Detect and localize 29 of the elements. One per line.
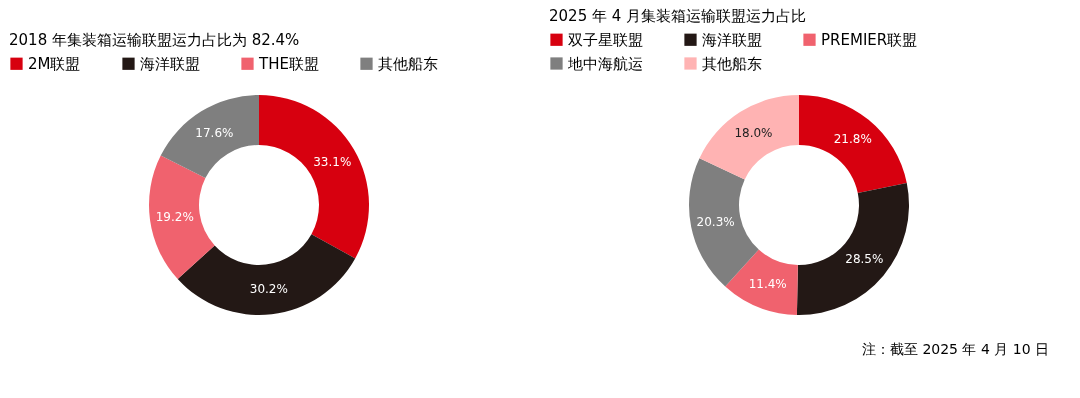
- legend-label: 双子星联盟: [568, 30, 643, 49]
- legend-label: 其他船东: [702, 54, 762, 73]
- donut-slice: [699, 95, 799, 180]
- legend-label: 海洋联盟: [140, 54, 200, 73]
- donut-slice: [259, 95, 369, 259]
- data-label: 21.8%: [833, 132, 872, 147]
- donut-slice: [160, 95, 259, 179]
- data-label: 18.0%: [734, 126, 773, 141]
- data-label: 33.1%: [313, 154, 352, 169]
- data-label: 28.5%: [845, 252, 884, 267]
- text: 注：截至 2025 年 4 月 10 日: [861, 341, 1049, 357]
- donut-slice: [177, 234, 356, 315]
- donut-slice: [799, 95, 907, 194]
- chart-title: 2025 年 4 月集装箱运输联盟运力占比: [549, 7, 807, 25]
- donut-slice: [725, 249, 798, 315]
- legend-label: 2M联盟: [28, 54, 81, 73]
- donut-slice: [149, 155, 215, 280]
- data-label: 17.6%: [195, 125, 234, 140]
- chart-title: 2018 年集装箱运输联盟运力占比为 82.4%: [9, 31, 300, 49]
- data-label: 30.2%: [249, 282, 288, 297]
- legend-label: 其他船东: [378, 54, 438, 73]
- data-label: 20.3%: [696, 214, 735, 229]
- data-label: 11.4%: [748, 277, 787, 292]
- data-label: 19.2%: [155, 209, 194, 224]
- legend-label: PREMIER联盟: [821, 30, 918, 49]
- legend-label: THE联盟: [258, 54, 319, 73]
- legend-label: 地中海航运: [567, 54, 643, 73]
- legend-label: 海洋联盟: [702, 30, 762, 49]
- donut-slice: [796, 183, 909, 315]
